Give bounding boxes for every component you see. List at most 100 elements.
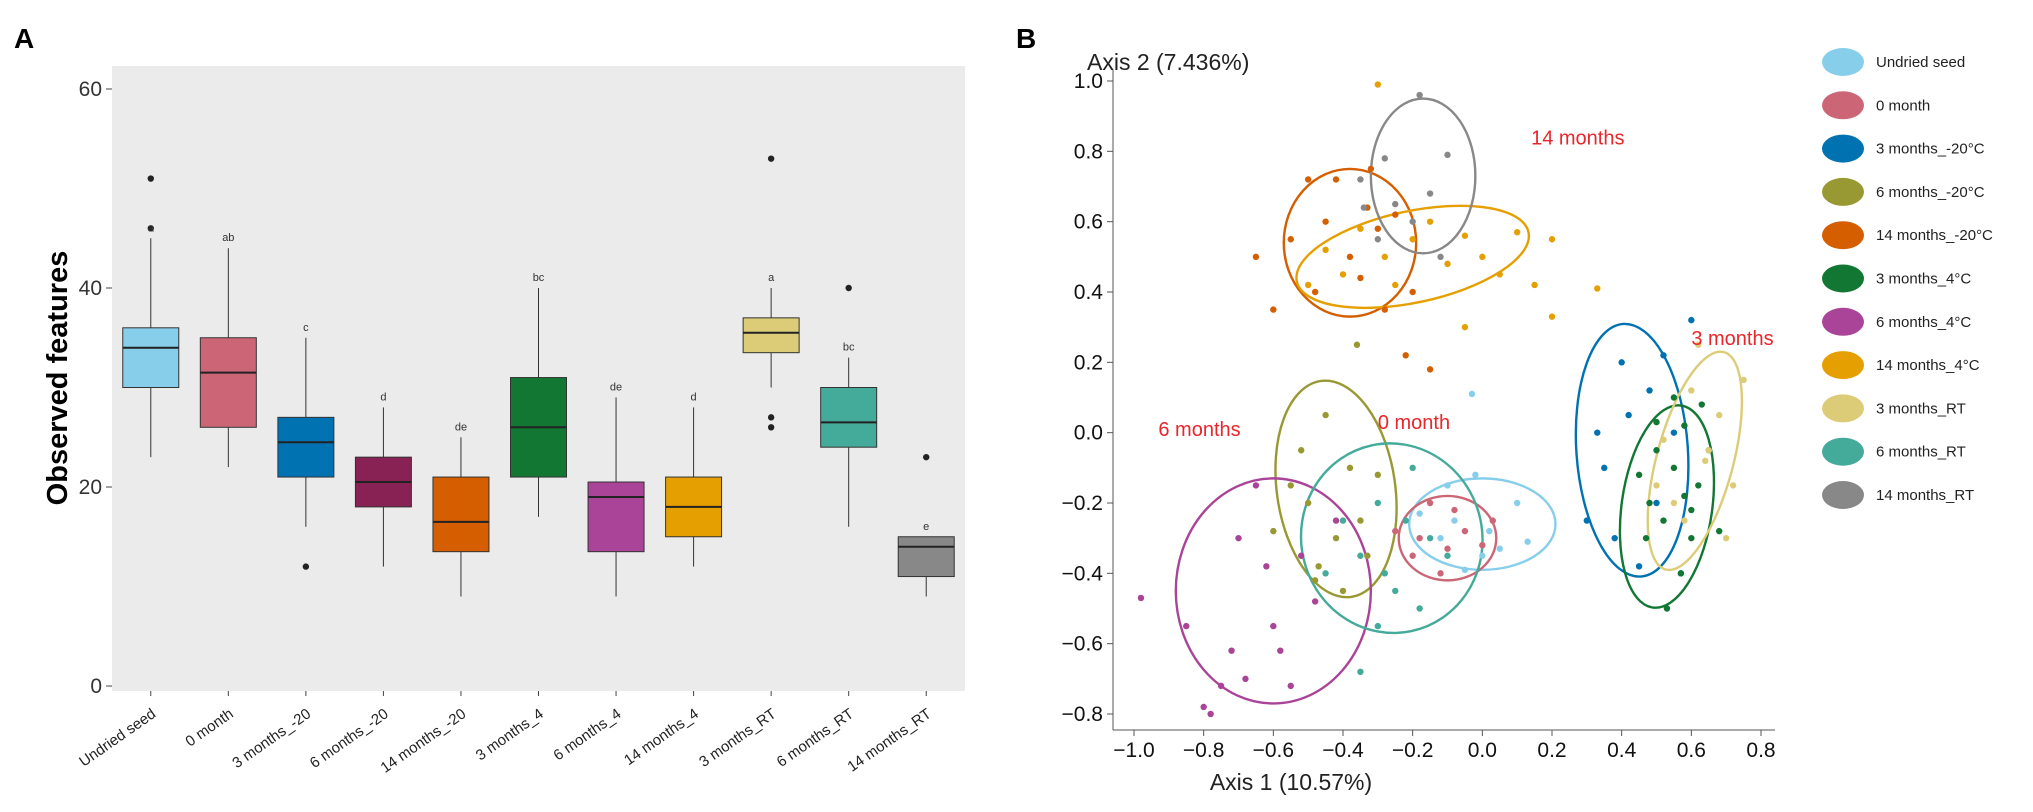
ellipse-3-months-4-c <box>1618 404 1716 609</box>
point-6-months-20-c <box>1353 341 1361 348</box>
outlier-point <box>767 155 775 162</box>
legend-label: 14 months_RT <box>1876 487 1974 504</box>
panel-b-ellipses <box>1174 97 1744 705</box>
panel-a-y-axis-label: Observed features <box>42 251 74 506</box>
point-14-months-20-c <box>1332 176 1340 183</box>
panel-a-label: A <box>14 23 34 54</box>
box-iqr <box>199 337 257 428</box>
point-3-months-rt <box>1688 387 1695 394</box>
point-14-months-20-c <box>1304 176 1312 183</box>
point-14-months-4-c <box>1426 218 1434 225</box>
panel-b-legend: Undried seed 0 month 3 months_-20°C 6 month… <box>1822 48 1993 509</box>
y-tick-label: 40 <box>79 277 102 300</box>
box-iqr <box>897 536 955 578</box>
point-14-months-4-c <box>1594 285 1601 292</box>
point-3-months-4-c <box>1653 418 1660 426</box>
box-3-months-rt: a <box>742 155 800 431</box>
point-3-months-rt <box>1670 499 1678 507</box>
legend-swatch <box>1822 437 1864 466</box>
point-3-months-rt <box>1722 534 1730 542</box>
point-14-months-rt <box>1416 91 1423 99</box>
panel-a-axes: 0 20 40 60 <box>79 78 112 698</box>
legend-label: Undried seed <box>1876 54 1965 71</box>
point-3-months-20-c <box>1646 387 1653 394</box>
box-14-months-4: d <box>665 391 723 567</box>
significance-letter: d <box>691 391 697 403</box>
point-3-months-20-c <box>1688 316 1695 324</box>
point-14-months-4-c <box>1304 281 1312 289</box>
x-tick-label: −0.4 <box>1322 739 1364 762</box>
box-iqr <box>820 387 878 448</box>
y-tick-label: −0.6 <box>1062 633 1103 656</box>
point-14-months-4-c <box>1513 229 1521 236</box>
point-undried-seed <box>1416 510 1423 517</box>
point-14-months-rt <box>1392 200 1399 208</box>
point-3-months-rt <box>1695 341 1702 348</box>
outlier-point <box>302 563 310 570</box>
significance-letter: d <box>380 391 386 403</box>
ellipse-14-months-rt <box>1369 97 1477 255</box>
legend-swatch <box>1822 48 1864 76</box>
point-6-months-rt <box>1322 570 1329 577</box>
point-3-months-4-c <box>1695 482 1702 489</box>
box-6-months-20: d <box>354 391 412 567</box>
box-iqr <box>742 317 800 354</box>
point-3-months-4-c <box>1670 464 1678 472</box>
box-3-months-20: c <box>277 322 335 570</box>
point-6-months-4-c <box>1311 598 1319 605</box>
category-label: 14 months_RT <box>844 705 934 775</box>
y-tick-label: −0.2 <box>1062 492 1103 515</box>
x-tick-label: −1.0 <box>1113 739 1154 762</box>
box-undried-seed: a <box>122 175 180 458</box>
point-3-months-rt <box>1740 376 1747 384</box>
y-tick-label: −0.4 <box>1062 562 1104 585</box>
box-3-months-4: bc <box>510 272 567 517</box>
point-0-month <box>1392 527 1399 535</box>
point-0-month <box>1451 506 1458 514</box>
y-tick-label: 0.4 <box>1074 281 1104 304</box>
legend-swatch <box>1822 91 1864 120</box>
y-tick-label: −0.8 <box>1062 703 1103 726</box>
point-14-months-4-c <box>1409 236 1416 243</box>
point-6-months-4-c <box>1298 552 1305 559</box>
point-14-months-4-c <box>1531 281 1538 289</box>
point-14-months-4-c <box>1374 81 1382 88</box>
point-6-months-4-c <box>1263 563 1270 570</box>
x-tick-label: 0.2 <box>1537 739 1566 762</box>
ellipse-3-months-rt <box>1646 350 1744 572</box>
point-14-months-4-c <box>1548 236 1556 243</box>
point-6-months-4-c <box>1235 534 1242 542</box>
point-6-months-rt <box>1409 464 1416 472</box>
point-14-months-20-c <box>1346 253 1354 261</box>
panel-b-annotations: 14 months 3 months 6 months 0 month <box>1158 127 1773 441</box>
category-label: 3 months_-20 <box>229 705 314 772</box>
point-3-months-4-c <box>1688 534 1695 542</box>
y-tick-label: 60 <box>79 78 102 101</box>
point-6-months-4-c <box>1287 682 1294 690</box>
point-6-months-20-c <box>1346 464 1354 472</box>
point-undried-seed <box>1479 552 1486 559</box>
point-14-months-4-c <box>1461 323 1469 331</box>
point-3-months-20-c <box>1670 429 1678 436</box>
point-3-months-rt <box>1681 517 1688 524</box>
point-14-months-20-c <box>1357 274 1364 282</box>
point-6-months-rt <box>1374 622 1382 630</box>
point-undried-seed <box>1437 534 1444 542</box>
point-14-months-20-c <box>1392 211 1399 218</box>
point-6-months-20-c <box>1374 471 1382 479</box>
significance-letter: bc <box>533 272 545 284</box>
group-annotation: 0 month <box>1378 412 1450 434</box>
point-6-months-20-c <box>1332 534 1340 542</box>
legend-label: 14 months_4°C <box>1876 357 1980 374</box>
point-6-months-20-c <box>1357 517 1364 524</box>
legend-swatch <box>1822 307 1864 336</box>
x-tick-label: −0.2 <box>1392 739 1433 762</box>
point-undried-seed <box>1468 390 1476 398</box>
legend-swatch <box>1822 394 1864 423</box>
legend-swatch <box>1822 221 1864 250</box>
point-3-months-4-c <box>1698 401 1705 408</box>
point-14-months-rt <box>1409 218 1416 225</box>
point-3-months-4-c <box>1646 499 1653 507</box>
